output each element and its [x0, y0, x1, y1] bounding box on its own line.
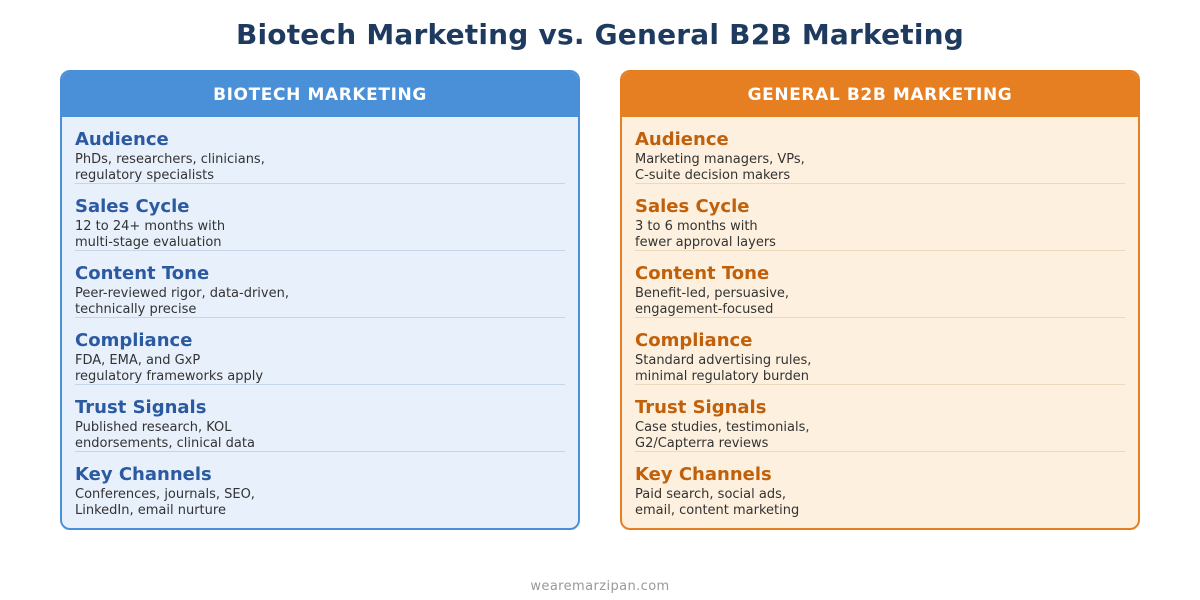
row-line: LinkedIn, email nurture [75, 503, 226, 518]
row-line: multi-stage evaluation [75, 235, 222, 250]
biotech-panel-header: BIOTECH MARKETING [62, 72, 578, 117]
page-title: Biotech Marketing vs. General B2B Market… [235, 18, 965, 51]
b2b-row-content-tone: Content Tone Benefit-led, persuasive, en… [635, 251, 1125, 318]
row-line: fewer approval layers [635, 235, 776, 250]
row-heading: Content Tone [635, 263, 770, 284]
row-line: minimal regulatory burden [635, 369, 809, 384]
row-line: Conferences, journals, SEO, [75, 487, 255, 502]
row-line: Peer-reviewed rigor, data-driven, [75, 286, 289, 301]
biotech-row-sales-cycle: Sales Cycle 12 to 24+ months with multi-… [75, 184, 565, 251]
row-heading: Sales Cycle [75, 196, 190, 217]
biotech-row-compliance: Compliance FDA, EMA, and GxP regulatory … [75, 318, 565, 385]
row-line: Case studies, testimonials, [635, 420, 810, 435]
row-description: FDA, EMA, and GxP regulatory frameworks … [75, 353, 565, 385]
row-line: Paid search, social ads, [635, 487, 786, 502]
row-heading: Audience [635, 129, 729, 150]
row-line: C-suite decision makers [635, 168, 791, 183]
row-description: PhDs, researchers, clinicians, regulator… [75, 152, 565, 184]
row-line: Standard advertising rules, [635, 353, 812, 368]
row-description: Paid search, social ads, email, content … [635, 487, 1125, 519]
row-line: endorsements, clinical data [75, 436, 255, 451]
row-line: technically precise [75, 302, 197, 317]
b2b-row-compliance: Compliance Standard advertising rules, m… [635, 318, 1125, 385]
biotech-row-audience: Audience PhDs, researchers, clinicians, … [75, 117, 565, 184]
row-heading: Compliance [635, 330, 753, 351]
row-heading: Audience [75, 129, 169, 150]
row-description: Marketing managers, VPs, C-suite decisio… [635, 152, 1125, 184]
b2b-row-audience: Audience Marketing managers, VPs, C-suit… [635, 117, 1125, 184]
footer-attribution: wearemarzipan.com [530, 579, 670, 594]
row-heading: Sales Cycle [635, 196, 750, 217]
row-heading: Trust Signals [75, 397, 207, 418]
b2b-row-key-channels: Key Channels Paid search, social ads, em… [635, 452, 1125, 519]
biotech-row-content-tone: Content Tone Peer-reviewed rigor, data-d… [75, 251, 565, 318]
row-description: Case studies, testimonials, G2/Capterra … [635, 420, 1125, 452]
row-line: 3 to 6 months with [635, 219, 758, 234]
row-line: regulatory frameworks apply [75, 369, 264, 384]
biotech-panel: BIOTECH MARKETING Audience PhDs, researc… [60, 70, 580, 530]
row-description: Benefit-led, persuasive, engagement-focu… [635, 286, 1125, 318]
b2b-row-trust-signals: Trust Signals Case studies, testimonials… [635, 385, 1125, 452]
row-description: Conferences, journals, SEO, LinkedIn, em… [75, 487, 565, 519]
row-description: Published research, KOL endorsements, cl… [75, 420, 565, 452]
b2b-panel: GENERAL B2B MARKETING Audience Marketing… [620, 70, 1140, 530]
row-heading: Key Channels [75, 464, 212, 485]
row-heading: Compliance [75, 330, 193, 351]
biotech-rows: Audience PhDs, researchers, clinicians, … [62, 117, 578, 519]
row-line: G2/Capterra reviews [635, 436, 769, 451]
row-heading: Key Channels [635, 464, 772, 485]
row-line: Benefit-led, persuasive, [635, 286, 790, 301]
row-line: Published research, KOL [75, 420, 232, 435]
row-line: regulatory specialists [75, 168, 214, 183]
row-heading: Content Tone [75, 263, 210, 284]
row-description: Standard advertising rules, minimal regu… [635, 353, 1125, 385]
b2b-rows: Audience Marketing managers, VPs, C-suit… [622, 117, 1138, 519]
b2b-row-sales-cycle: Sales Cycle 3 to 6 months with fewer app… [635, 184, 1125, 251]
row-line: Marketing managers, VPs, [635, 152, 805, 167]
row-description: Peer-reviewed rigor, data-driven, techni… [75, 286, 565, 318]
row-description: 12 to 24+ months with multi-stage evalua… [75, 219, 565, 251]
row-heading: Trust Signals [635, 397, 767, 418]
b2b-panel-header: GENERAL B2B MARKETING [622, 72, 1138, 117]
row-line: email, content marketing [635, 503, 800, 518]
row-line: engagement-focused [635, 302, 774, 317]
biotech-row-trust-signals: Trust Signals Published research, KOL en… [75, 385, 565, 452]
row-line: PhDs, researchers, clinicians, [75, 152, 265, 167]
row-line: FDA, EMA, and GxP [75, 353, 201, 368]
row-line: 12 to 24+ months with [75, 219, 226, 234]
biotech-row-key-channels: Key Channels Conferences, journals, SEO,… [75, 452, 565, 519]
row-description: 3 to 6 months with fewer approval layers [635, 219, 1125, 251]
